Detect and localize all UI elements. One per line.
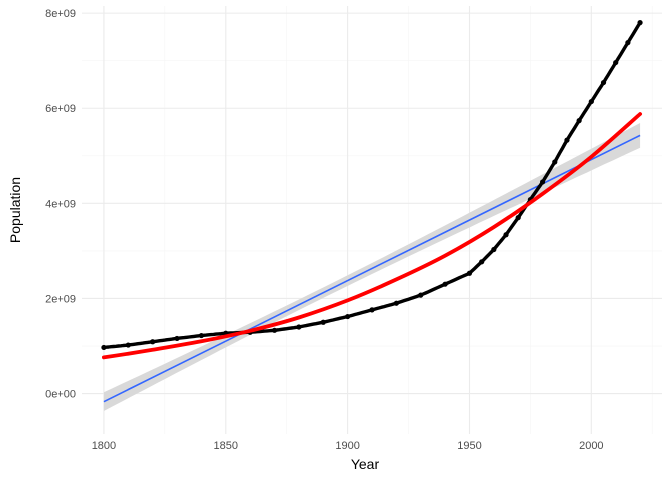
data-point: [393, 300, 399, 306]
y-axis-title: Population: [7, 177, 23, 243]
data-point: [320, 319, 326, 325]
data-point: [625, 40, 631, 46]
data-point: [515, 215, 521, 221]
data-point: [588, 98, 594, 105]
data-point: [503, 232, 509, 238]
y-tick-label: 0e+00: [45, 389, 76, 401]
data-point: [125, 342, 131, 348]
y-tick-label: 6e+09: [45, 103, 76, 115]
linear-fit-line: [103, 134, 641, 403]
data-point: [491, 246, 497, 253]
data-point: [296, 324, 302, 330]
x-tick-label: 1800: [92, 440, 116, 452]
data-point: [271, 327, 278, 333]
data-point: [198, 332, 205, 339]
y-tick-labels: 0e+00 2e+09 4e+09 6e+09 8e+09: [45, 8, 76, 400]
x-tick-labels: 1800 1850 1900 1950 2000: [92, 440, 604, 452]
data-point: [150, 339, 156, 345]
data-point: [600, 79, 607, 86]
data-point: [637, 20, 643, 26]
x-tick-label: 1950: [457, 440, 481, 452]
confidence-band: [103, 123, 641, 411]
data-point: [369, 307, 375, 313]
data-point: [576, 118, 582, 124]
smooth-fit-layer: [102, 112, 642, 360]
y-tick-label: 4e+09: [45, 198, 76, 210]
data-point: [418, 292, 424, 298]
smooth-fit-line: [102, 112, 642, 360]
data-point: [101, 344, 107, 351]
data-point: [345, 313, 351, 320]
data-point: [174, 335, 180, 342]
y-tick-label: 2e+09: [45, 293, 76, 305]
x-axis-title: Year: [351, 456, 380, 472]
confidence-band-layer: [103, 123, 641, 411]
data-point: [479, 259, 485, 265]
linear-fit-layer: [103, 134, 641, 403]
data-point: [442, 281, 448, 287]
data-point: [613, 59, 619, 66]
data-point: [564, 137, 570, 143]
x-tick-label: 1900: [335, 440, 359, 452]
data-point: [539, 179, 546, 185]
points-layer: [101, 20, 643, 351]
y-tick-label: 8e+09: [45, 8, 76, 20]
x-tick-label: 2000: [579, 440, 603, 452]
x-tick-label: 1850: [214, 440, 238, 452]
data-point: [466, 270, 473, 276]
data-point: [552, 159, 558, 165]
